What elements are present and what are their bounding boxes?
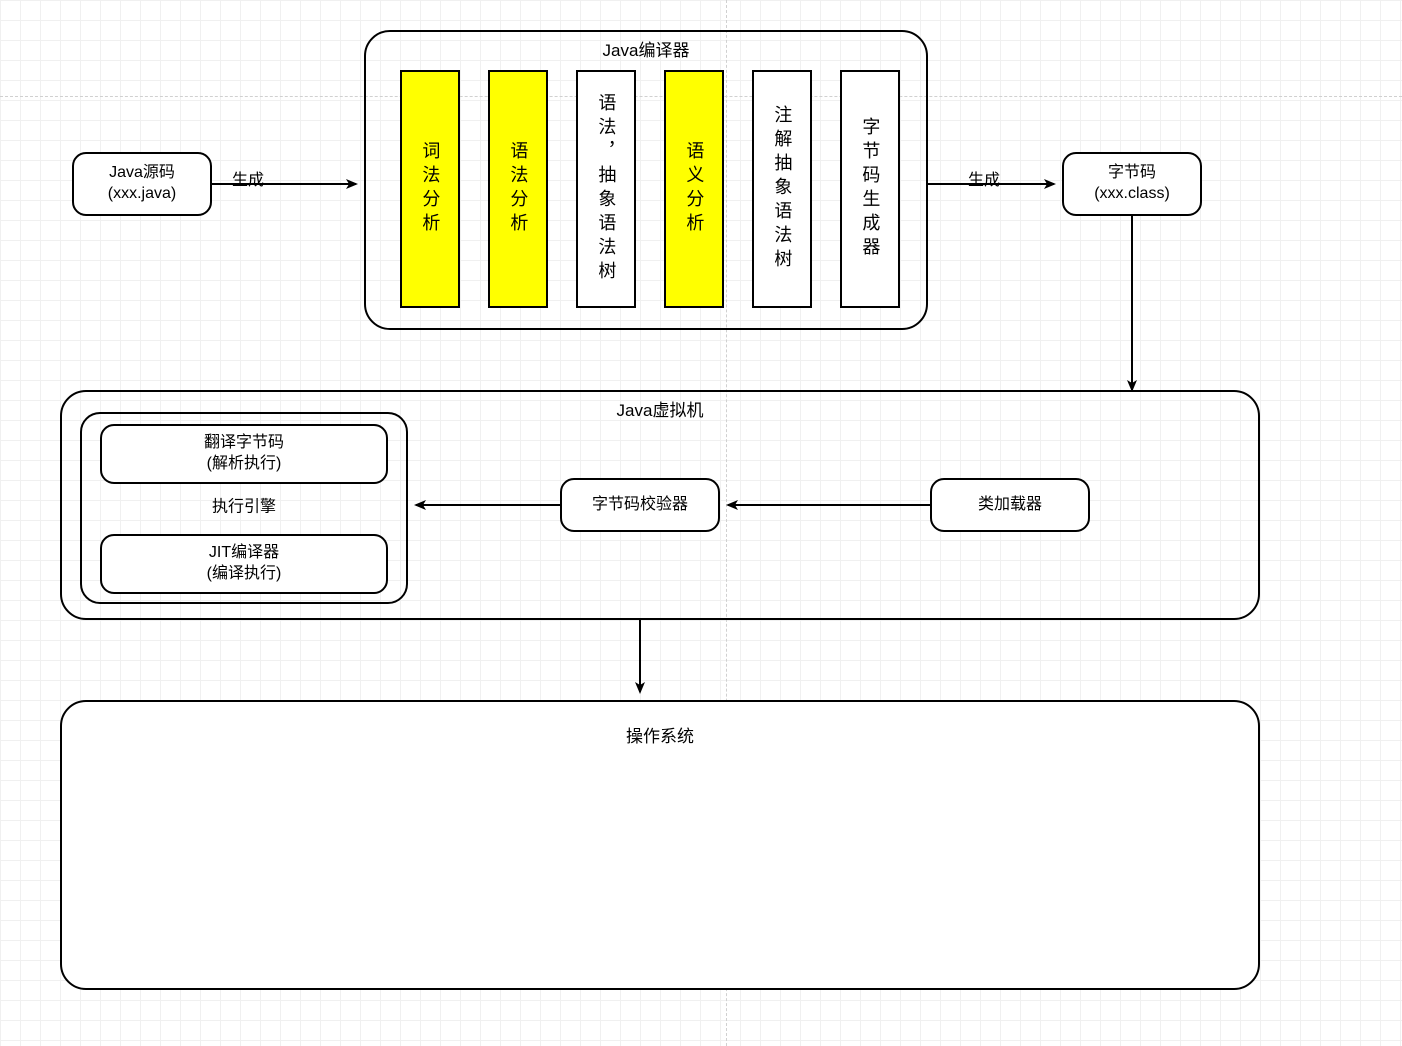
node-source-code: Java源码(xxx.java): [72, 152, 212, 216]
node-jit-compiler: JIT编译器(编译执行): [100, 534, 388, 594]
container-os: 操作系统: [60, 700, 1260, 990]
node-label: 类加载器: [978, 495, 1042, 516]
compiler-stage-lex: 词法分析: [400, 70, 460, 308]
node-label: 字节码(xxx.class): [1094, 163, 1170, 205]
compiler-stage-sema: 语义分析: [664, 70, 724, 308]
stage-label: 语法分析: [504, 141, 533, 237]
node-label: 字节码校验器: [592, 495, 688, 516]
compiler-stage-parse: 语法分析: [488, 70, 548, 308]
compiler-stage-ast: 语法，抽象语法树: [576, 70, 636, 308]
stage-label: 语义分析: [680, 141, 709, 237]
node-label: Java源码(xxx.java): [108, 163, 176, 205]
node-interpreter: 翻译字节码(解析执行): [100, 424, 388, 484]
stage-label: 注解抽象语法树: [768, 105, 797, 273]
stage-label: 词法分析: [416, 141, 445, 237]
container-title: 执行引擎: [82, 498, 406, 519]
node-bytecode-verifier: 字节码校验器: [560, 478, 720, 532]
node-class-loader: 类加载器: [930, 478, 1090, 532]
compiler-stage-annot: 注解抽象语法树: [752, 70, 812, 308]
compiler-stage-codegen: 字节码生成器: [840, 70, 900, 308]
node-label: 翻译字节码(解析执行): [204, 433, 284, 475]
node-bytecode: 字节码(xxx.class): [1062, 152, 1202, 216]
stage-label: 字节码生成器: [856, 117, 885, 261]
stage-label: 语法，抽象语法树: [592, 93, 621, 285]
node-label: JIT编译器(编译执行): [207, 543, 282, 585]
container-title: 操作系统: [62, 726, 1258, 748]
edge-label: 生成: [232, 166, 264, 190]
edge-label: 生成: [968, 166, 1000, 190]
container-title: Java编译器: [366, 40, 926, 62]
diagram-canvas: Java源码(xxx.java) 字节码(xxx.class) Java编译器 …: [0, 0, 1402, 1046]
